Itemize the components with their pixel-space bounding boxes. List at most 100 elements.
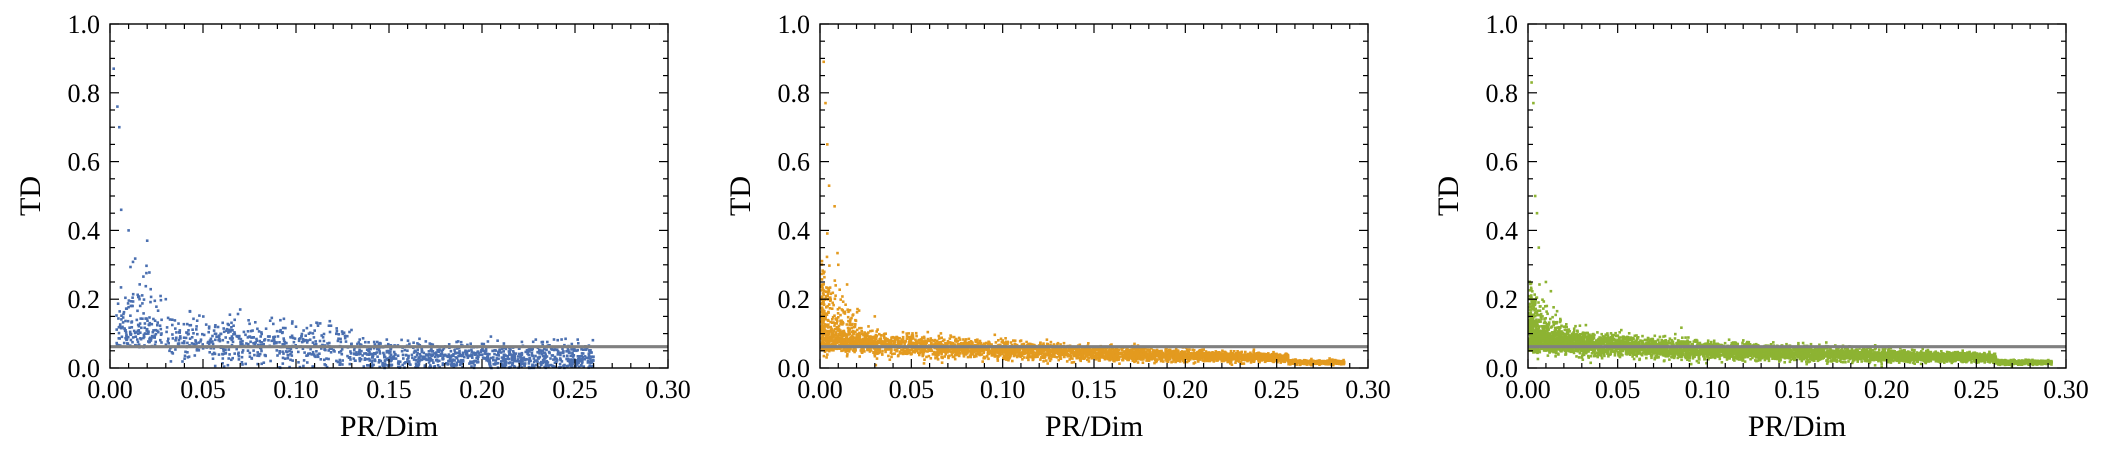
scatter-point <box>432 361 435 364</box>
scatter-point <box>305 326 309 330</box>
scatter-point <box>302 364 305 368</box>
scatter-point <box>235 334 238 338</box>
scatter-point <box>404 354 408 357</box>
scatter-point <box>434 351 438 354</box>
scatter-point <box>142 275 145 278</box>
scatter-point <box>192 317 195 321</box>
scatter-point <box>207 325 211 328</box>
scatter-point <box>1172 358 1176 362</box>
scatter-point <box>867 325 870 328</box>
scatter-point <box>953 357 957 361</box>
scatter-point <box>572 347 576 350</box>
scatter-point <box>453 363 457 367</box>
scatter-point <box>511 353 514 357</box>
scatter-point <box>426 358 430 361</box>
scatter-point <box>903 343 906 347</box>
scatter-point <box>467 354 471 357</box>
scatter-point <box>519 358 523 362</box>
scatter-point <box>919 341 922 345</box>
scatter-point <box>911 332 914 335</box>
scatter-point <box>1183 359 1186 362</box>
scatter-point <box>826 232 829 235</box>
scatter-point <box>839 322 842 326</box>
scatter-point <box>1086 358 1089 362</box>
scatter-point <box>577 365 581 369</box>
scatter-point <box>534 354 537 358</box>
scatter-point <box>159 294 162 298</box>
scatter-point <box>289 352 292 356</box>
scatter-point <box>375 351 379 354</box>
scatter-point <box>230 321 233 325</box>
scatter-point <box>957 354 961 358</box>
scatter-point <box>500 360 503 363</box>
scatter-point <box>151 330 155 334</box>
scatter-point <box>268 319 272 322</box>
scatter-point <box>590 361 594 364</box>
scatter-point <box>423 355 426 359</box>
scatter-point <box>148 321 152 325</box>
scatter-point <box>208 351 211 354</box>
scatter-point <box>907 332 911 335</box>
scatter-point <box>191 328 194 331</box>
scatter-point <box>316 324 320 327</box>
scatter-point <box>368 350 371 354</box>
scatter-point <box>276 335 280 338</box>
scatter-point <box>298 365 302 369</box>
scatter-point <box>307 332 311 335</box>
scatter-point <box>171 352 175 355</box>
scatter-point <box>589 351 592 354</box>
scatter-point <box>586 361 590 364</box>
scatter-point <box>846 315 850 319</box>
scatter-point <box>887 347 891 351</box>
scatter-point <box>262 361 266 364</box>
scatter-point <box>286 357 290 360</box>
scatter-point <box>329 347 332 350</box>
scatter-point <box>153 319 157 322</box>
scatter-point <box>281 356 285 360</box>
scatter-point <box>558 357 562 360</box>
scatter-point <box>394 357 398 360</box>
scatter-point <box>251 329 254 332</box>
scatter-point <box>335 359 338 363</box>
scatter-point <box>884 332 887 335</box>
scatter-point <box>548 351 551 355</box>
scatter-point <box>508 351 511 354</box>
scatter-point <box>1026 350 1030 353</box>
scatter-point <box>823 275 826 279</box>
scatter-point <box>349 352 353 355</box>
scatter-point <box>290 322 294 325</box>
scatter-point <box>510 363 514 367</box>
scatter-point <box>321 343 324 347</box>
scatter-point <box>407 354 410 358</box>
scatter-point <box>944 342 948 346</box>
scatter-point <box>140 294 144 297</box>
scatter-point <box>239 342 243 345</box>
scatter-point <box>196 332 199 336</box>
scatter-point <box>543 355 546 358</box>
scatter-point <box>1196 360 1200 363</box>
scatter-point <box>936 358 940 361</box>
scatter-point <box>566 347 570 350</box>
scatter-point <box>313 343 316 346</box>
scatter-point <box>131 260 135 264</box>
scatter-point <box>178 329 182 332</box>
scatter-point <box>1059 357 1063 360</box>
scatter-panel-2: 0.00 0.05 0.10 0.15 0.20 0.25 0.300.00.20.40.6… <box>724 10 1391 443</box>
scatter-point <box>1078 353 1081 357</box>
scatter-point <box>442 347 446 350</box>
scatter-point <box>155 305 158 308</box>
scatter-point <box>480 353 484 356</box>
scatter-point <box>278 330 282 333</box>
scatter-point <box>555 348 559 352</box>
scatter-point <box>470 348 473 352</box>
scatter-point <box>124 336 127 340</box>
scatter-point <box>845 283 849 286</box>
scatter-point <box>931 353 935 356</box>
scatter-point <box>188 324 192 327</box>
scatter-point <box>406 339 410 342</box>
scatter-point <box>257 354 261 358</box>
scatter-point <box>461 351 465 355</box>
scatter-point <box>572 349 576 352</box>
y-tick-label: 1.0 <box>68 10 101 39</box>
scatter-point <box>415 353 419 357</box>
